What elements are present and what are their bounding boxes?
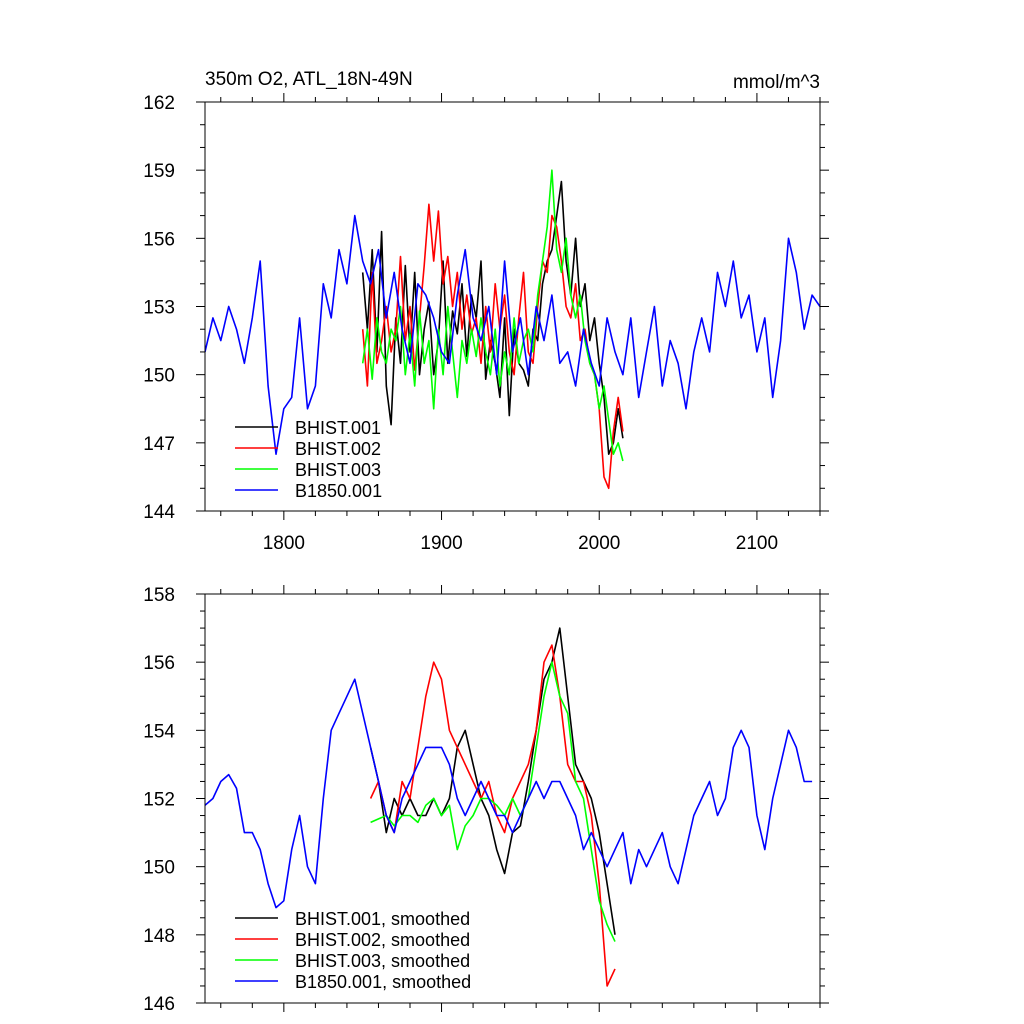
- legend-label: BHIST.001, smoothed: [295, 909, 470, 929]
- legend-label: BHIST.003: [295, 460, 381, 480]
- y-tick-label: 147: [143, 434, 175, 455]
- bottom-plot-area: 146 148 150 152 154 156 158 BHIST.001, smoothed…: [143, 585, 829, 1015]
- y-tick-label: 153: [143, 298, 175, 319]
- series-line-2: [361, 203, 624, 490]
- series-group: [205, 627, 813, 987]
- top-panel: 350m O2, ATL_18N-49N mmol/m^3 1800 1900 20…: [143, 69, 829, 554]
- x-tick-label: 1900: [420, 533, 462, 554]
- top-plot-area: 1800 1900 2000 2100 144 147 150 153 156 159 162 BHI…: [143, 93, 829, 554]
- top-chart-title: 350m O2, ATL_18N-49N: [205, 69, 413, 90]
- series-line-4: [205, 678, 813, 909]
- y-tick-label: 154: [143, 721, 175, 742]
- legend-label: BHIST.001: [295, 418, 381, 438]
- legend-label: B1850.001, smoothed: [295, 972, 471, 992]
- series-line-2: [369, 644, 616, 987]
- series-group: [205, 169, 820, 490]
- series-line-3: [361, 169, 624, 462]
- y-tick-label: 156: [143, 653, 175, 674]
- x-tick-label: 2000: [578, 533, 620, 554]
- y-tick-label: 148: [143, 926, 175, 947]
- y-tick-label: 156: [143, 229, 175, 250]
- x-tick-label: 1800: [263, 533, 305, 554]
- y-tick-label: 158: [143, 585, 175, 606]
- bottom-panel: 146 148 150 152 154 156 158 BHIST.001, smoothed…: [143, 585, 829, 1015]
- y-tick-label: 150: [143, 366, 175, 387]
- series-line-3: [370, 661, 616, 942]
- y-tick-label: 162: [143, 93, 175, 114]
- top-chart-units: mmol/m^3: [733, 72, 820, 93]
- y-tick-label: 144: [143, 502, 175, 523]
- y-tick-label: 146: [143, 994, 175, 1015]
- series-line-4: [205, 214, 820, 456]
- legend-label: B1850.001: [295, 481, 382, 501]
- legend-label: BHIST.002: [295, 439, 381, 459]
- x-tick-label: 2100: [736, 533, 778, 554]
- series-line-1: [369, 627, 616, 935]
- y-tick-label: 150: [143, 858, 175, 879]
- y-tick-label: 159: [143, 161, 175, 182]
- legend-label: BHIST.003, smoothed: [295, 951, 470, 971]
- legend-label: BHIST.002, smoothed: [295, 930, 470, 950]
- y-tick-label: 152: [143, 790, 175, 811]
